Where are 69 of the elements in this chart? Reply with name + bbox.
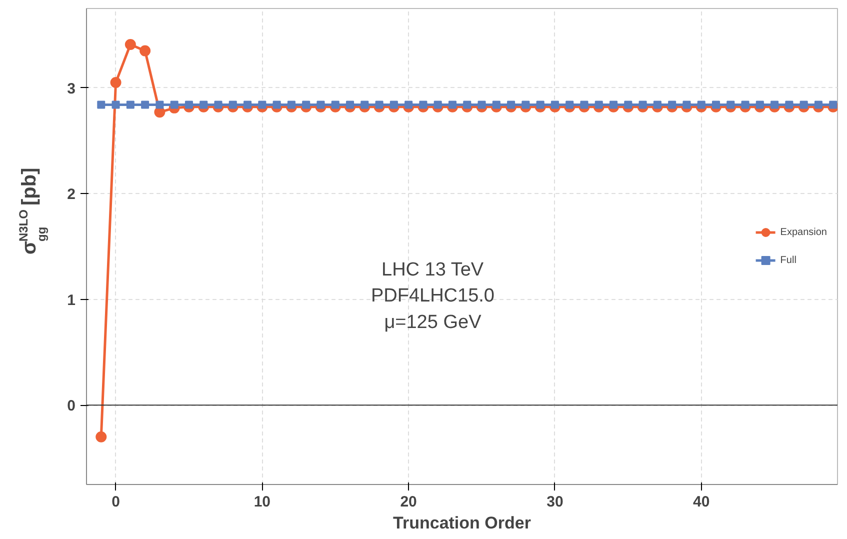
point (624, 100, 632, 109)
point (829, 100, 838, 109)
point (141, 100, 150, 109)
point (390, 100, 398, 109)
point (770, 100, 779, 109)
point (434, 100, 442, 109)
point (638, 100, 647, 109)
point (726, 100, 735, 109)
point (244, 100, 252, 109)
point (756, 100, 764, 109)
point (140, 45, 151, 56)
point (200, 100, 208, 109)
point (814, 100, 822, 109)
point (419, 100, 428, 109)
point (682, 100, 691, 109)
point (653, 100, 662, 109)
point (375, 100, 384, 109)
point (463, 100, 472, 109)
point (507, 100, 516, 109)
x-axis-title: Truncation Order (393, 514, 532, 532)
x-tick-label: 10 (254, 494, 271, 510)
point (124, 38, 136, 50)
point (522, 100, 530, 109)
point (580, 100, 588, 109)
point (712, 100, 720, 109)
point (610, 100, 618, 109)
y-tick-label: 3 (67, 80, 76, 98)
point (316, 100, 325, 109)
point (536, 100, 544, 109)
point (228, 100, 237, 109)
point (550, 100, 559, 109)
point (346, 100, 354, 109)
point (448, 100, 456, 109)
point (258, 100, 266, 109)
annotation: LHC 13 TeV PDF4LHC15.0 μ=125 GeV (370, 259, 495, 334)
point (566, 100, 574, 109)
point (594, 100, 603, 109)
y-tick-label: 2 (67, 186, 76, 204)
legend-label: Full (780, 254, 798, 266)
point (170, 100, 178, 109)
text: σN3LOgg [pb] (16, 168, 48, 254)
point (272, 100, 281, 109)
point (287, 100, 296, 109)
legend-label: Expansion (780, 226, 827, 238)
point (184, 100, 193, 109)
point (110, 77, 122, 88)
point (112, 100, 120, 109)
point (478, 100, 486, 109)
point (302, 100, 310, 109)
x-tick-label: 0 (112, 494, 120, 510)
point (97, 100, 106, 109)
point (697, 100, 706, 109)
point (785, 100, 794, 109)
point (96, 431, 107, 442)
y-tick-label: 1 (67, 292, 76, 309)
point (214, 100, 222, 109)
y-tick-label: 0 (67, 398, 76, 415)
point (492, 100, 500, 109)
point (360, 100, 369, 109)
point (156, 100, 164, 109)
point (126, 100, 134, 109)
x-tick-label: 40 (693, 494, 710, 510)
point (331, 100, 340, 109)
point (404, 100, 413, 109)
x-tick-label: 20 (400, 494, 417, 510)
point (800, 100, 808, 109)
x-tick-label: 30 (546, 494, 564, 510)
point (668, 100, 676, 109)
point (741, 100, 750, 109)
